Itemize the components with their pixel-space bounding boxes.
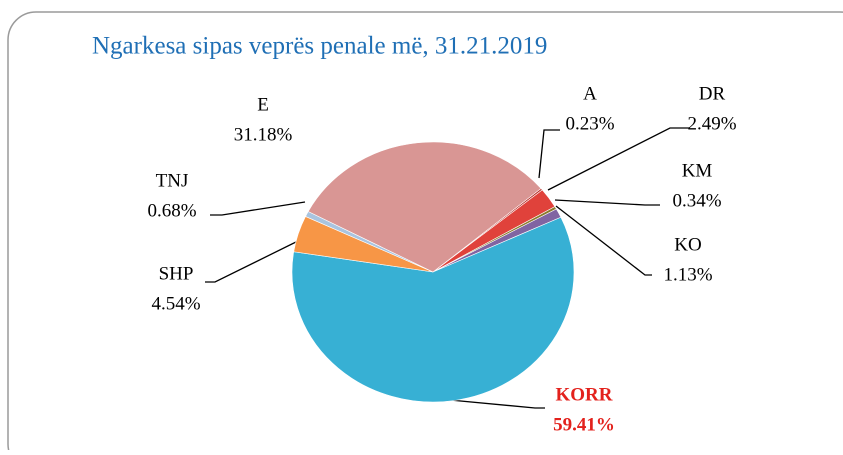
slice-value: 1.13% <box>663 264 712 285</box>
slice-label: SHP <box>159 263 194 284</box>
slice-label: E <box>257 94 269 115</box>
slice-label: KORR <box>556 384 613 405</box>
slice-label: DR <box>699 83 726 104</box>
slice-value: 31.18% <box>234 124 293 145</box>
slice-value: 2.49% <box>687 113 736 134</box>
pie-slice <box>291 216 575 403</box>
slice-label: KO <box>674 234 701 255</box>
slice-label: KM <box>682 160 713 181</box>
slice-label: A <box>583 83 597 104</box>
leader-lines <box>205 127 690 409</box>
chart-title: Ngarkesa sipas veprës penale më, 31.21.2… <box>92 33 547 60</box>
slice-value: 59.41% <box>553 414 615 435</box>
slice-value: 4.54% <box>151 293 200 314</box>
slice-label: TNJ <box>156 170 189 191</box>
slice-value: 0.34% <box>672 190 721 211</box>
pie-slice <box>307 141 542 273</box>
slice-value: 0.68% <box>147 200 196 221</box>
slice-value: 0.23% <box>565 113 614 134</box>
